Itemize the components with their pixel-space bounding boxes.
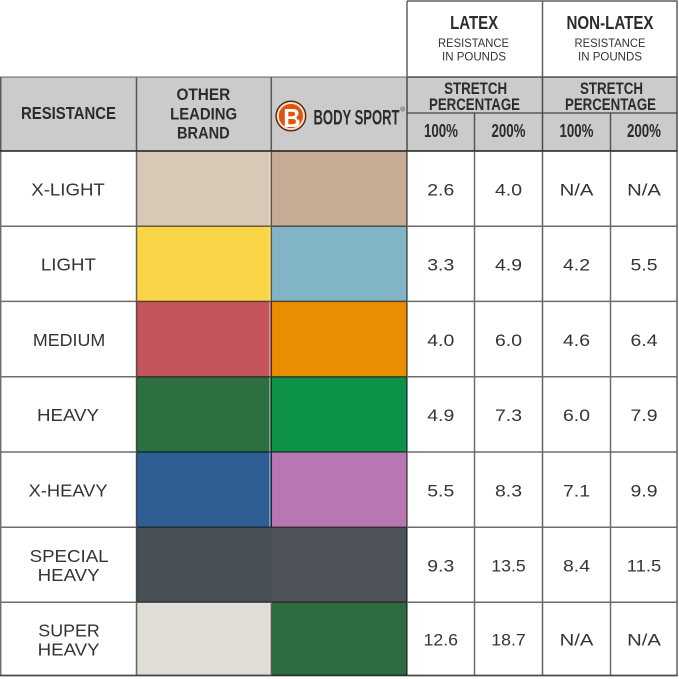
svg-text:6.0: 6.0 (563, 406, 590, 425)
svg-text:STRETCH: STRETCH (444, 80, 507, 98)
svg-text:MEDIUM: MEDIUM (33, 330, 105, 350)
svg-text:5.5: 5.5 (427, 482, 454, 501)
svg-text:4.9: 4.9 (495, 256, 522, 275)
svg-text:RESISTANCE: RESISTANCE (21, 103, 116, 123)
svg-text:4.9: 4.9 (427, 406, 454, 425)
svg-text:100%: 100% (560, 121, 594, 141)
svg-text:N/A: N/A (627, 181, 662, 200)
svg-text:HEAVY: HEAVY (37, 405, 99, 425)
svg-text:LIGHT: LIGHT (41, 255, 96, 275)
svg-text:OTHER: OTHER (177, 86, 231, 104)
svg-text:12.6: 12.6 (424, 631, 459, 650)
svg-text:2.6: 2.6 (427, 181, 454, 200)
svg-text:B: B (283, 103, 300, 133)
svg-text:8.4: 8.4 (563, 557, 590, 576)
svg-text:9.9: 9.9 (631, 482, 658, 501)
svg-text:N/A: N/A (627, 631, 662, 650)
svg-text:IN POUNDS: IN POUNDS (442, 50, 506, 64)
svg-text:13.5: 13.5 (491, 557, 526, 576)
svg-text:18.7: 18.7 (491, 631, 526, 650)
svg-text:RESISTANCE: RESISTANCE (438, 36, 509, 50)
svg-text:PERCENTAGE: PERCENTAGE (565, 96, 656, 114)
svg-text:HEAVY: HEAVY (38, 565, 100, 585)
svg-text:5.5: 5.5 (631, 256, 658, 275)
svg-text:4.0: 4.0 (495, 181, 522, 200)
svg-text:11.5: 11.5 (627, 557, 662, 576)
svg-text:X-HEAVY: X-HEAVY (29, 481, 108, 501)
svg-text:BODY SPORT: BODY SPORT (314, 106, 400, 129)
svg-text:200%: 200% (627, 121, 661, 141)
svg-text:7.1: 7.1 (563, 482, 590, 501)
svg-text:N/A: N/A (560, 181, 595, 200)
svg-text:LEADING: LEADING (170, 105, 237, 123)
svg-text:BRAND: BRAND (177, 125, 230, 143)
svg-text:HEAVY: HEAVY (38, 640, 100, 660)
svg-text:7.3: 7.3 (495, 406, 522, 425)
svg-text:4.0: 4.0 (427, 331, 454, 350)
svg-text:9.3: 9.3 (427, 557, 454, 576)
svg-text:100%: 100% (424, 121, 458, 141)
svg-text:NON-LATEX: NON-LATEX (567, 13, 654, 33)
svg-text:4.6: 4.6 (563, 331, 590, 350)
svg-text:3.3: 3.3 (427, 256, 454, 275)
svg-text:4.2: 4.2 (563, 256, 590, 275)
svg-text:X-LIGHT: X-LIGHT (31, 180, 105, 200)
svg-text:N/A: N/A (560, 631, 595, 650)
svg-text:SPECIAL: SPECIAL (30, 546, 109, 566)
svg-text:SUPER: SUPER (38, 621, 100, 641)
svg-text:7.9: 7.9 (631, 406, 658, 425)
svg-text:8.3: 8.3 (495, 482, 522, 501)
svg-text:®: ® (400, 106, 405, 114)
svg-text:PERCENTAGE: PERCENTAGE (429, 96, 520, 114)
svg-text:LATEX: LATEX (450, 13, 498, 33)
svg-text:STRETCH: STRETCH (580, 80, 643, 98)
svg-text:IN POUNDS: IN POUNDS (578, 50, 642, 64)
svg-text:6.4: 6.4 (631, 331, 658, 350)
svg-text:6.0: 6.0 (495, 331, 522, 350)
svg-text:200%: 200% (492, 121, 526, 141)
svg-text:RESISTANCE: RESISTANCE (575, 36, 646, 50)
